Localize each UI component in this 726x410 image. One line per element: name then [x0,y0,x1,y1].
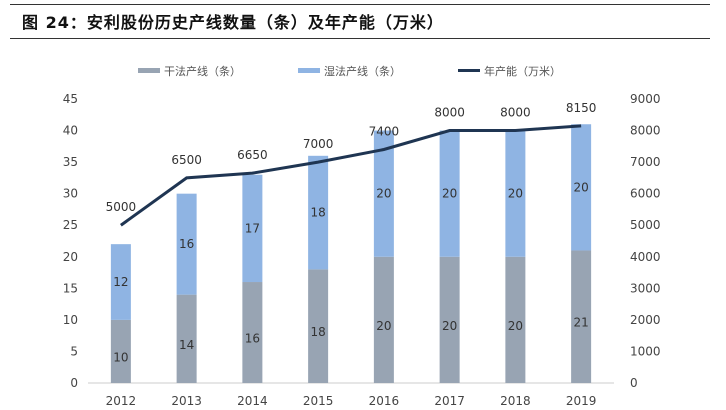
data-label-wet: 18 [310,206,325,220]
bar-dry [242,282,263,383]
data-label-dry: 20 [376,319,391,333]
y-right-tick-label: 0 [630,376,638,390]
x-tick-label: 2018 [500,394,531,408]
y-right-tick-label: 2000 [630,313,661,327]
x-tick-label: 2015 [303,394,334,408]
y-right-tick-label: 5000 [630,218,661,232]
y-left-tick-label: 15 [63,281,78,295]
data-label-capacity: 6650 [237,148,268,162]
data-label-wet: 20 [442,187,457,201]
bar-dry [505,256,526,383]
data-label-capacity: 8150 [566,101,597,115]
bar-wet [110,244,131,320]
bar-wet [242,174,263,283]
bar-wet [373,130,394,257]
data-label-wet: 12 [113,275,128,289]
data-label-dry: 14 [179,338,194,352]
y-right-tick-label: 7000 [630,155,661,169]
data-label-capacity: 7000 [303,137,334,151]
data-label-wet: 20 [508,187,523,201]
y-left-tick-label: 20 [63,250,78,264]
legend-swatch [138,68,160,73]
data-label-dry: 10 [113,350,128,364]
y-right-tick-label: 9000 [630,92,661,106]
y-left-tick-label: 40 [63,124,78,138]
data-label-capacity: 8000 [434,106,465,120]
y-left-tick-label: 25 [63,218,78,232]
data-label-capacity: 6500 [171,153,202,167]
bar-dry [308,269,329,383]
x-tick-label: 2019 [566,394,597,408]
x-tick-label: 2016 [369,394,400,408]
x-tick-label: 2012 [106,394,137,408]
data-label-dry: 21 [573,316,588,330]
data-label-dry: 18 [310,325,325,339]
bar-dry [110,319,131,383]
legend-swatch [458,69,480,72]
bar-wet [505,130,526,257]
y-left-tick-label: 10 [63,313,78,327]
legend-label: 年产能（万米） [484,64,561,78]
bar-dry [176,294,197,383]
bar-wet [439,130,460,257]
data-label-wet: 17 [245,221,260,235]
x-tick-label: 2017 [434,394,465,408]
figure-title: 图 24：安利股份历史产线数量（条）及年产能（万米） [22,13,444,32]
y-right-tick-label: 4000 [630,250,661,264]
y-right-tick-label: 6000 [630,187,661,201]
y-left-tick-label: 45 [63,92,78,106]
legend-label: 湿法产线（条） [324,64,401,78]
legend-label: 干法产线（条） [164,64,241,78]
bar-dry [373,256,394,383]
data-label-dry: 20 [508,319,523,333]
y-left-tick-label: 30 [63,187,78,201]
title-rule [10,38,710,39]
bar-wet [176,193,197,295]
x-tick-label: 2013 [171,394,202,408]
data-label-capacity: 7400 [369,124,400,138]
x-tick-label: 2014 [237,394,268,408]
data-label-wet: 20 [573,180,588,194]
bar-wet [571,124,592,251]
top-rule [10,4,710,5]
y-right-tick-label: 8000 [630,124,661,138]
capacity-line [119,124,582,227]
bar-dry [571,250,592,383]
y-right-tick-label: 1000 [630,344,661,358]
legend-swatch [298,68,320,73]
y-left-tick-label: 5 [70,344,78,358]
data-label-dry: 16 [245,332,260,346]
y-left-tick-label: 35 [63,155,78,169]
data-label-wet: 16 [179,237,194,251]
y-right-tick-label: 3000 [630,281,661,295]
data-label-dry: 20 [442,319,457,333]
bar-wet [308,155,329,270]
bar-dry [439,256,460,383]
data-label-capacity: 5000 [106,200,137,214]
data-label-wet: 20 [376,187,391,201]
y-left-tick-label: 0 [70,376,78,390]
data-label-capacity: 8000 [500,106,531,120]
